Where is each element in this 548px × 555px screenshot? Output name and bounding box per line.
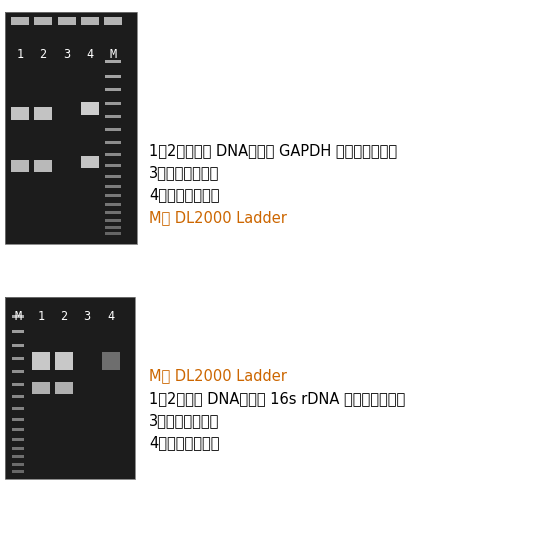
Text: 2: 2 xyxy=(60,310,67,322)
Text: 4: 4 xyxy=(107,310,115,322)
Text: M: M xyxy=(14,310,21,322)
Text: 4：扩增阳性对照: 4：扩增阳性对照 xyxy=(149,188,220,203)
Text: 1: 1 xyxy=(37,310,44,322)
Text: M： DL2000 Ladder: M： DL2000 Ladder xyxy=(149,210,287,225)
Text: 2: 2 xyxy=(39,48,47,60)
Text: 4: 4 xyxy=(87,48,94,60)
Text: 1: 1 xyxy=(16,48,24,60)
Text: 3：扩增阴性对照: 3：扩增阴性对照 xyxy=(149,165,219,180)
Text: 1、2：粪便 DNA（细菌 16s rDNA 引物）扩增条带: 1、2：粪便 DNA（细菌 16s rDNA 引物）扩增条带 xyxy=(149,391,406,406)
Text: 3: 3 xyxy=(83,310,90,322)
Text: 3: 3 xyxy=(64,48,71,60)
Bar xyxy=(5,297,135,479)
Text: M： DL2000 Ladder: M： DL2000 Ladder xyxy=(149,369,287,384)
Bar xyxy=(5,12,137,244)
Text: M: M xyxy=(110,48,117,60)
Text: 4：扩增阳性对照: 4：扩增阳性对照 xyxy=(149,435,220,450)
Text: 3：扩增阴性对照: 3：扩增阴性对照 xyxy=(149,413,219,428)
Text: 1、2：小蓬草 DNA（植物 GAPDH 引物）扩增条带: 1、2：小蓬草 DNA（植物 GAPDH 引物）扩增条带 xyxy=(149,143,397,158)
